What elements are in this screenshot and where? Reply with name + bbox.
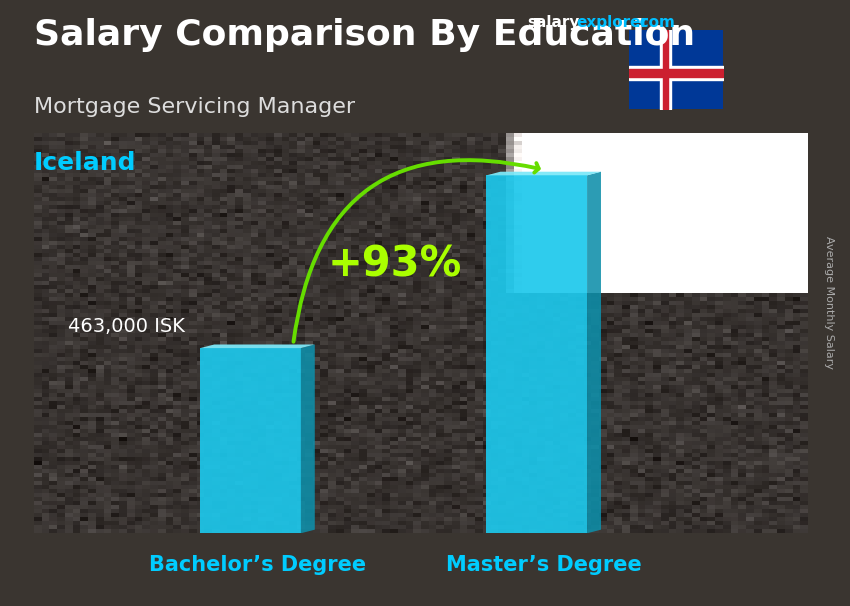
Text: Iceland: Iceland bbox=[34, 152, 137, 176]
Polygon shape bbox=[201, 348, 301, 533]
Text: Mortgage Servicing Manager: Mortgage Servicing Manager bbox=[34, 97, 355, 117]
Text: Bachelor’s Degree: Bachelor’s Degree bbox=[149, 555, 366, 575]
Polygon shape bbox=[201, 344, 314, 348]
Polygon shape bbox=[587, 171, 601, 533]
Text: salary: salary bbox=[527, 15, 580, 30]
Polygon shape bbox=[301, 344, 314, 533]
Text: Master’s Degree: Master’s Degree bbox=[446, 555, 642, 575]
Polygon shape bbox=[486, 175, 587, 533]
Text: Salary Comparison By Education: Salary Comparison By Education bbox=[34, 18, 695, 52]
Text: 463,000 ISK: 463,000 ISK bbox=[68, 317, 184, 336]
Polygon shape bbox=[486, 171, 601, 175]
Text: Average Monthly Salary: Average Monthly Salary bbox=[824, 236, 834, 370]
Text: 895,000 ISK: 895,000 ISK bbox=[624, 144, 741, 163]
Text: +93%: +93% bbox=[328, 244, 462, 285]
Text: explorer: explorer bbox=[576, 15, 649, 30]
Text: .com: .com bbox=[634, 15, 675, 30]
